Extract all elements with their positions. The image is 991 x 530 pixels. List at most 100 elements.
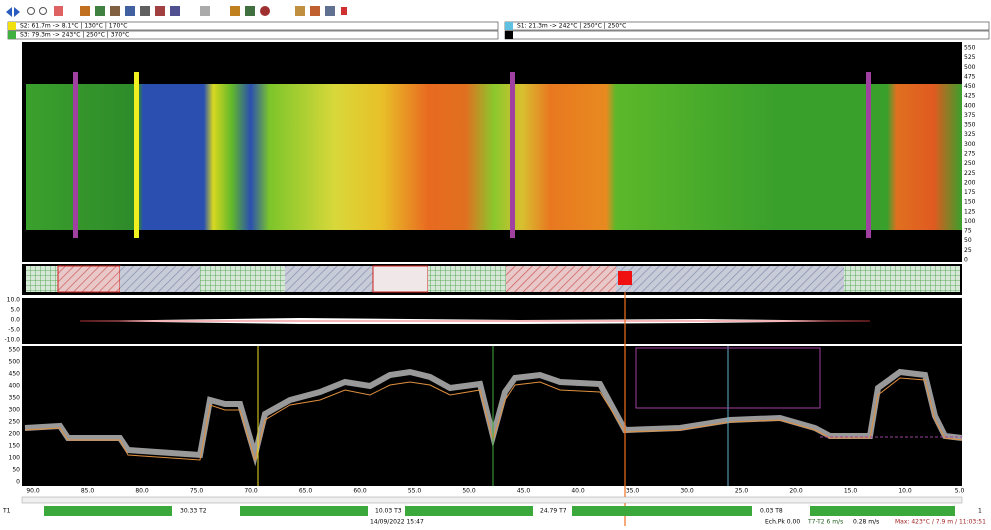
sensor-swatch xyxy=(505,22,513,30)
profile-label: 0.0 xyxy=(10,317,20,324)
zoom-in[interactable] xyxy=(27,7,35,15)
sensor-text: S2: 61.7m -> 8.1°C | 130°C | 170°C xyxy=(20,23,127,30)
tool-13[interactable] xyxy=(310,6,320,16)
scale-label: 100 xyxy=(964,218,976,225)
temperature-trace xyxy=(24,377,963,462)
x-label: 20.0 xyxy=(789,488,803,495)
y-label: 450 xyxy=(9,371,21,378)
scrollbar[interactable] xyxy=(21,496,963,504)
sensor-swatch xyxy=(8,31,16,39)
y-label: 100 xyxy=(9,455,21,462)
status-bar: T1 30.33 T2 10.03 T3 24.79 T7 0.03 T8 1 … xyxy=(2,506,986,526)
tool-1[interactable] xyxy=(80,6,90,16)
progress-bar xyxy=(405,506,533,516)
status-text: 30.33 T2 xyxy=(180,508,207,515)
temperature-scale: 5505255004754504254003753503253002752502… xyxy=(964,45,976,264)
status-text: 10.03 T3 xyxy=(375,508,402,515)
scale-label: 475 xyxy=(964,73,976,80)
x-label: 40.0 xyxy=(571,488,585,495)
tool-11[interactable] xyxy=(260,6,270,16)
progress-bar xyxy=(810,506,955,516)
segment xyxy=(57,265,121,293)
y-label: 550 xyxy=(9,347,21,354)
x-label: 35.0 xyxy=(626,488,640,495)
y-label: 50 xyxy=(12,467,20,474)
profile-label: 5.0 xyxy=(10,307,20,314)
back-button[interactable] xyxy=(6,7,12,17)
forward-button[interactable] xyxy=(14,7,20,17)
segment xyxy=(428,266,506,292)
marker xyxy=(73,72,78,238)
scale-label: 450 xyxy=(964,83,976,90)
tool-6[interactable] xyxy=(155,6,165,16)
status-info: T7-T2 6 m/s xyxy=(807,519,843,526)
scale-label: 400 xyxy=(964,102,976,109)
scale-label: 425 xyxy=(964,93,976,100)
scale-label: 550 xyxy=(964,45,976,52)
cursor-handle[interactable] xyxy=(618,271,632,285)
y-label: 300 xyxy=(9,407,21,414)
progress-bar xyxy=(240,506,368,516)
y-label: 250 xyxy=(9,419,21,426)
progress-bar xyxy=(572,506,752,516)
scale-label: 250 xyxy=(964,160,976,167)
segment xyxy=(120,266,200,292)
x-label: 65.0 xyxy=(299,488,313,495)
scale-label: 50 xyxy=(964,237,972,244)
x-label: 25.0 xyxy=(735,488,749,495)
scale-label: 275 xyxy=(964,151,976,158)
x-label: 80.0 xyxy=(135,488,149,495)
status-text: 0.03 T8 xyxy=(760,508,783,515)
x-label: 60.0 xyxy=(353,488,367,495)
toolbar xyxy=(6,6,347,17)
profile-label: -10.0 xyxy=(4,337,20,344)
tool-12[interactable] xyxy=(295,6,305,16)
tool-5[interactable] xyxy=(140,6,150,16)
tool-9[interactable] xyxy=(230,6,240,16)
tool-3[interactable] xyxy=(110,6,120,16)
scale-label: 200 xyxy=(964,179,976,186)
scale-label: 500 xyxy=(964,64,976,71)
segment xyxy=(26,266,58,292)
sensor-text: S3: 79.3m -> 243°C | 250°C | 370°C xyxy=(20,32,129,39)
x-label: 15.0 xyxy=(844,488,858,495)
x-label: 85.0 xyxy=(81,488,95,495)
scale-label: 25 xyxy=(964,247,972,254)
tool-14[interactable] xyxy=(325,6,335,16)
sensor-swatch xyxy=(505,31,513,39)
tool-10[interactable] xyxy=(245,6,255,16)
tool-8[interactable] xyxy=(200,6,210,16)
y-label: 0 xyxy=(16,479,20,486)
profile-label: 10.0 xyxy=(7,297,21,304)
tool-7[interactable] xyxy=(170,6,180,16)
profile-axis: 10.0 5.0 0.0 -5.0 -10.0 xyxy=(4,297,20,344)
status-text: 1 xyxy=(978,508,982,515)
scale-label: 175 xyxy=(964,189,976,196)
marker xyxy=(866,72,871,238)
scale-label: 225 xyxy=(964,170,976,177)
marker xyxy=(134,72,139,238)
scale-label: 325 xyxy=(964,131,976,138)
y-label: 350 xyxy=(9,395,21,402)
temperature-band xyxy=(24,368,963,467)
segment xyxy=(200,266,285,292)
segment xyxy=(285,266,373,292)
x-label: 75.0 xyxy=(190,488,204,495)
tool-2[interactable] xyxy=(95,6,105,16)
scale-label: 0 xyxy=(964,257,968,264)
tool-4[interactable] xyxy=(125,6,135,16)
progress-bar xyxy=(44,506,172,516)
scale-label: 150 xyxy=(964,199,976,206)
sensor-swatch xyxy=(8,22,16,30)
x-label: 70.0 xyxy=(244,488,258,495)
y-label: 200 xyxy=(9,431,21,438)
status-info: Ech.Pk 0.00 xyxy=(765,519,800,526)
sensor-text: S1: 21.3m -> 242°C | 250°C | 250°C xyxy=(517,23,626,30)
scale-label: 300 xyxy=(964,141,976,148)
help-button[interactable] xyxy=(54,6,63,16)
tool-15[interactable] xyxy=(341,7,347,15)
x-label: 5.0 xyxy=(955,488,965,495)
zoom-out[interactable] xyxy=(39,7,47,15)
